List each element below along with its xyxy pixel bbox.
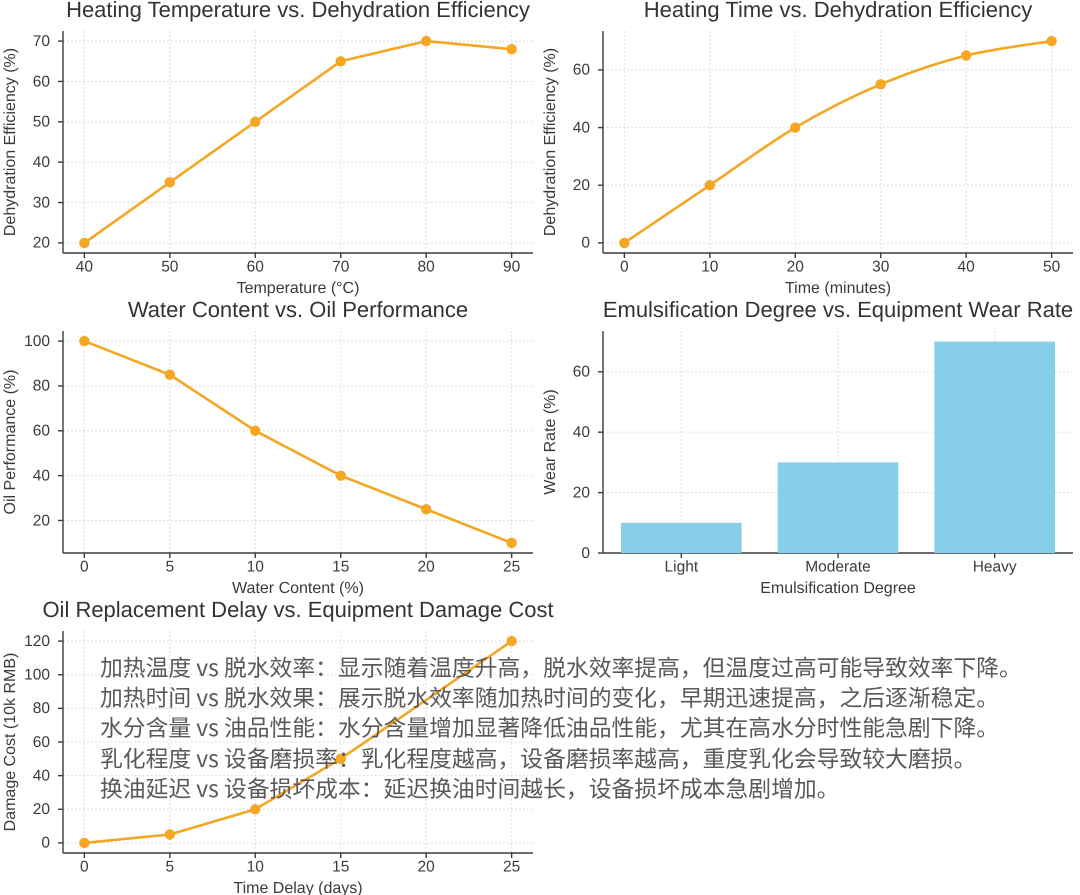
- svg-text:50: 50: [1043, 258, 1061, 275]
- svg-text:Dehydration Efficiency (%): Dehydration Efficiency (%): [542, 48, 559, 236]
- svg-text:10: 10: [701, 258, 719, 275]
- svg-text:20: 20: [33, 235, 51, 252]
- svg-text:Time Delay (days): Time Delay (days): [233, 880, 362, 895]
- svg-text:20: 20: [573, 484, 591, 501]
- svg-text:80: 80: [33, 378, 51, 395]
- svg-text:Oil Replacement Delay vs. Equi: Oil Replacement Delay vs. Equipment Dama…: [42, 597, 553, 622]
- svg-text:Emulsification Degree: Emulsification Degree: [760, 580, 916, 597]
- svg-text:30: 30: [872, 258, 890, 275]
- svg-text:15: 15: [332, 858, 349, 875]
- svg-text:50: 50: [161, 258, 179, 275]
- svg-text:60: 60: [573, 364, 591, 381]
- svg-text:Moderate: Moderate: [805, 558, 870, 575]
- svg-text:40: 40: [33, 767, 51, 784]
- svg-text:60: 60: [33, 734, 51, 751]
- svg-text:Heating Temperature vs. Dehydr: Heating Temperature vs. Dehydration Effi…: [66, 0, 530, 22]
- svg-text:Dehydration Efficiency (%): Dehydration Efficiency (%): [2, 48, 19, 236]
- svg-text:20: 20: [418, 858, 436, 875]
- svg-text:5: 5: [166, 858, 175, 875]
- svg-text:40: 40: [573, 119, 591, 136]
- svg-text:Temperature (°C): Temperature (°C): [237, 280, 360, 297]
- svg-text:120: 120: [24, 633, 50, 650]
- svg-text:15: 15: [332, 558, 349, 575]
- svg-text:10: 10: [247, 858, 265, 875]
- svg-text:100: 100: [24, 333, 50, 350]
- svg-text:60: 60: [573, 62, 591, 79]
- svg-text:20: 20: [787, 258, 805, 275]
- svg-text:Water Content vs. Oil Performa: Water Content vs. Oil Performance: [128, 297, 468, 322]
- svg-text:100: 100: [24, 667, 50, 684]
- svg-text:Damage Cost (10k RMB): Damage Cost (10k RMB): [2, 653, 19, 832]
- svg-text:60: 60: [33, 423, 51, 440]
- svg-text:0: 0: [581, 235, 590, 252]
- svg-text:20: 20: [33, 512, 51, 529]
- svg-text:40: 40: [33, 467, 51, 484]
- svg-text:80: 80: [418, 258, 436, 275]
- svg-text:20: 20: [573, 177, 591, 194]
- svg-text:Emulsification Degree vs. Equi: Emulsification Degree vs. Equipment Wear…: [603, 297, 1073, 322]
- svg-text:70: 70: [33, 33, 51, 50]
- svg-text:25: 25: [503, 558, 520, 575]
- svg-text:0: 0: [80, 858, 89, 875]
- svg-text:40: 40: [76, 258, 94, 275]
- svg-text:20: 20: [33, 801, 51, 818]
- svg-text:Water Content (%): Water Content (%): [232, 580, 364, 597]
- svg-text:90: 90: [503, 258, 521, 275]
- svg-text:Light: Light: [665, 558, 699, 575]
- svg-text:70: 70: [332, 258, 350, 275]
- svg-text:Heating Time vs. Dehydration E: Heating Time vs. Dehydration Efficiency: [644, 0, 1032, 22]
- svg-text:40: 40: [33, 154, 51, 171]
- svg-text:0: 0: [620, 258, 629, 275]
- svg-text:25: 25: [503, 858, 520, 875]
- svg-text:5: 5: [166, 558, 175, 575]
- svg-text:20: 20: [418, 558, 436, 575]
- svg-text:10: 10: [247, 558, 265, 575]
- svg-text:30: 30: [33, 194, 51, 211]
- svg-text:50: 50: [33, 114, 51, 131]
- svg-text:40: 40: [958, 258, 976, 275]
- svg-text:40: 40: [573, 424, 591, 441]
- svg-text:0: 0: [80, 558, 89, 575]
- svg-text:60: 60: [247, 258, 265, 275]
- svg-text:Oil Performance (%): Oil Performance (%): [2, 370, 19, 515]
- svg-text:Wear Rate (%): Wear Rate (%): [542, 389, 559, 495]
- svg-text:60: 60: [33, 73, 51, 90]
- svg-text:Time (minutes): Time (minutes): [785, 280, 891, 297]
- svg-text:Heavy: Heavy: [973, 558, 1017, 575]
- svg-text:80: 80: [33, 700, 51, 717]
- svg-text:0: 0: [581, 545, 590, 562]
- svg-text:0: 0: [41, 835, 50, 852]
